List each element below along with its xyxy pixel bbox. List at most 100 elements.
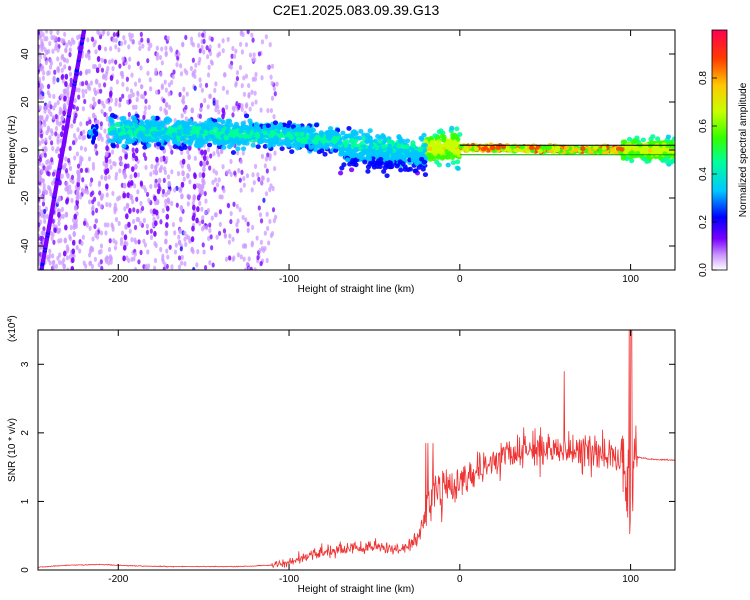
spectral-speckle: [49, 58, 53, 64]
spectral-speckle: [114, 97, 118, 103]
spectral-speckle: [240, 83, 244, 89]
spectral-peak: [167, 129, 173, 135]
spectral-speckle: [56, 56, 60, 62]
spectral-peak: [299, 131, 305, 137]
spectral-peak: [420, 166, 426, 172]
spectral-peak: [247, 118, 253, 124]
spectral-speckle: [128, 32, 132, 38]
spectral-speckle: [97, 82, 102, 88]
spectral-speckle: [260, 180, 264, 186]
spectral-peak: [120, 130, 126, 136]
spectral-peak: [506, 147, 512, 153]
spectral-speckle: [228, 255, 232, 261]
spectral-peak: [152, 133, 158, 139]
spectral-speckle: [189, 36, 194, 42]
spectral-peak: [546, 145, 553, 150]
spectral-speckle: [38, 105, 42, 111]
spectral-speckle: [183, 261, 187, 267]
spectral-peak: [367, 135, 373, 141]
spectral-speckle: [107, 246, 112, 253]
spectral-speckle: [102, 30, 106, 35]
spectral-peak: [230, 150, 237, 155]
spectral-peak: [365, 169, 371, 174]
spectral-speckle: [68, 52, 72, 58]
spectral-speckle: [238, 64, 243, 71]
spectral-speckle: [145, 223, 150, 229]
x-tick-label: -200: [108, 574, 128, 585]
spectral-speckle: [269, 107, 274, 114]
spectral-streak: [155, 156, 159, 163]
spectral-speckle: [76, 163, 81, 169]
spectral-speckle: [101, 193, 105, 199]
spectral-speckle: [236, 150, 240, 156]
spectral-speckle: [84, 80, 89, 86]
spectral-speckle: [104, 230, 108, 236]
spectral-speckle: [213, 212, 217, 218]
spectral-speckle: [70, 37, 75, 43]
spectral-speckle: [259, 107, 263, 113]
spectral-speckle: [249, 266, 253, 270]
spectral-speckle: [250, 187, 254, 193]
spectral-speckle: [114, 37, 118, 43]
spectral-speckle: [82, 134, 87, 140]
spectral-peak: [422, 142, 428, 148]
spectral-speckle: [112, 37, 116, 43]
spectral-speckle: [170, 169, 174, 175]
spectral-speckle: [78, 134, 82, 140]
spectral-speckle: [105, 192, 109, 198]
spectral-speckle: [250, 32, 254, 38]
spectral-streak: [92, 101, 97, 108]
spectral-peak: [377, 139, 383, 145]
spectral-speckle: [257, 51, 261, 57]
spectral-speckle: [99, 133, 103, 139]
spectral-peak: [410, 158, 417, 163]
spectral-streak: [63, 95, 67, 102]
spectral-streak: [122, 192, 127, 199]
spectral-speckle: [38, 94, 42, 100]
spectral-peak: [91, 138, 96, 145]
spectral-streak: [181, 170, 185, 177]
spectral-peak: [145, 123, 152, 129]
spectral-peak: [123, 121, 129, 126]
spectral-streak: [63, 88, 68, 95]
spectral-peak: [139, 134, 145, 140]
spectral-speckle: [224, 256, 229, 262]
spectral-speckle: [121, 93, 125, 99]
spectral-speckle: [234, 48, 238, 54]
spectral-speckle: [146, 37, 150, 44]
spectral-streak: [167, 180, 171, 187]
spectral-speckle: [74, 137, 78, 143]
spectral-speckle: [153, 265, 157, 270]
spectral-speckle: [38, 204, 41, 211]
spectral-speckle: [38, 82, 41, 88]
spectral-speckle: [196, 42, 201, 49]
spectral-streak: [104, 163, 109, 170]
spectral-peak: [240, 146, 247, 152]
spectral-speckle: [133, 81, 138, 87]
spectral-speckle: [52, 239, 56, 245]
spectral-peak: [250, 142, 256, 148]
spectral-speckle: [273, 150, 277, 156]
spectral-streak: [164, 230, 169, 237]
spectral-streak: [200, 183, 205, 190]
spectral-speckle: [209, 234, 213, 240]
spectral-speckle: [206, 104, 210, 110]
spectral-speckle: [165, 248, 169, 254]
spectral-speckle: [67, 157, 71, 164]
spectral-speckle: [184, 241, 188, 248]
spectral-peak: [171, 132, 177, 138]
spectral-speckle: [48, 64, 53, 70]
spectral-speckle: [135, 216, 139, 223]
x-tick-label: 100: [622, 274, 639, 285]
spectral-speckle: [79, 121, 83, 127]
spectral-speckle: [215, 182, 220, 188]
spectral-speckle: [72, 118, 76, 124]
spectral-speckle: [179, 260, 184, 266]
spectral-peak: [279, 146, 285, 152]
spectral-speckle: [133, 266, 138, 270]
spectral-streak: [75, 199, 79, 206]
spectral-speckle: [44, 116, 49, 122]
spectral-speckle: [81, 234, 85, 240]
spectral-speckle: [117, 220, 121, 227]
